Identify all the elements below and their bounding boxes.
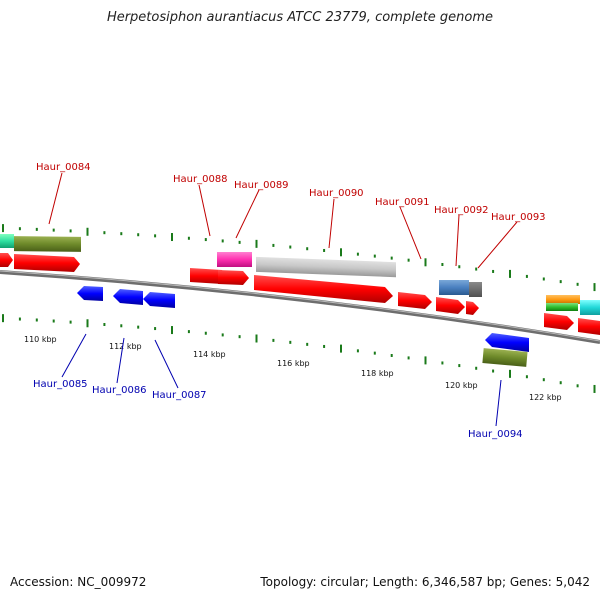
gene-label-fwd[interactable]: Haur_0089: [234, 180, 289, 191]
scale-label: 110 kbp: [24, 335, 57, 344]
gene-label-fwd[interactable]: Haur_0093: [491, 212, 546, 223]
gene-rev-0094[interactable]: [485, 333, 529, 352]
gene-fwd-0095[interactable]: [544, 313, 574, 330]
gene-label-rev[interactable]: Haur_0086: [92, 385, 147, 396]
gene-label-fwd[interactable]: Haur_0090: [309, 188, 364, 199]
gc-content-track-lower: [2, 314, 596, 393]
feature-teal[interactable]: [0, 234, 14, 248]
gene-fwd-0090[interactable]: [254, 275, 393, 303]
scale-label: 120 kbp: [445, 381, 478, 390]
gene-label-rev[interactable]: Haur_0094: [468, 429, 523, 440]
feature-pink-0088[interactable]: [217, 252, 252, 267]
gene-fwd-0088b[interactable]: [218, 270, 249, 285]
reverse-gene-labels: [61, 333, 502, 427]
feature-cyan[interactable]: [580, 300, 600, 315]
gene-rev-0087[interactable]: [143, 292, 175, 308]
forward-gene-labels: [48, 172, 518, 269]
genome-backbone: [0, 270, 600, 344]
genome-info-text: Topology: circular; Length: 6,346,587 bp…: [260, 575, 590, 589]
accession-text: Accession: NC_009972: [10, 575, 147, 589]
gc-content-track-upper: [2, 224, 596, 292]
scale-label: 122 kbp: [529, 393, 562, 402]
gene-fwd-0084[interactable]: [14, 254, 80, 272]
gene-fwd-0091[interactable]: [398, 292, 432, 309]
feature-orange[interactable]: [546, 295, 580, 304]
gene-label-fwd[interactable]: Haur_0088: [173, 174, 228, 185]
map-title: Herpetosiphon aurantiacus ATCC 23779, co…: [106, 10, 494, 25]
gene-label-rev[interactable]: Haur_0087: [152, 390, 207, 401]
feature-gray-0090[interactable]: [256, 256, 396, 278]
feature-olive-0094[interactable]: [482, 348, 528, 367]
gene-fwd-0093[interactable]: [466, 301, 479, 315]
scale-label: 114 kbp: [193, 350, 226, 359]
gene-rev-0085[interactable]: [77, 286, 103, 301]
feature-green[interactable]: [546, 303, 578, 311]
scale-label: 116 kbp: [277, 359, 310, 368]
genome-backbone-highlight: [0, 270, 600, 342]
scale-label: 118 kbp: [361, 369, 394, 378]
feature-dark-0092[interactable]: [469, 282, 482, 297]
gene-label-rev[interactable]: Haur_0085: [33, 379, 88, 390]
gene-fwd-0088a[interactable]: [190, 268, 226, 284]
gene-fwd-0096[interactable]: [578, 318, 600, 335]
gene-fwd-0083[interactable]: [0, 253, 13, 267]
gene-rev-0086[interactable]: [113, 289, 143, 305]
scale-label: 112 kbp: [109, 342, 142, 351]
gene-fwd-0092[interactable]: [436, 297, 465, 314]
gene-label-fwd[interactable]: Haur_0084: [36, 162, 91, 173]
scale-labels: 110 kbp 112 kbp 114 kbp 116 kbp 118 kbp …: [24, 335, 562, 402]
gene-label-fwd[interactable]: Haur_0091: [375, 197, 430, 208]
gene-label-fwd[interactable]: Haur_0092: [434, 205, 489, 216]
feature-olive-0084[interactable]: [14, 236, 81, 252]
feature-steel-0092[interactable]: [439, 280, 469, 295]
